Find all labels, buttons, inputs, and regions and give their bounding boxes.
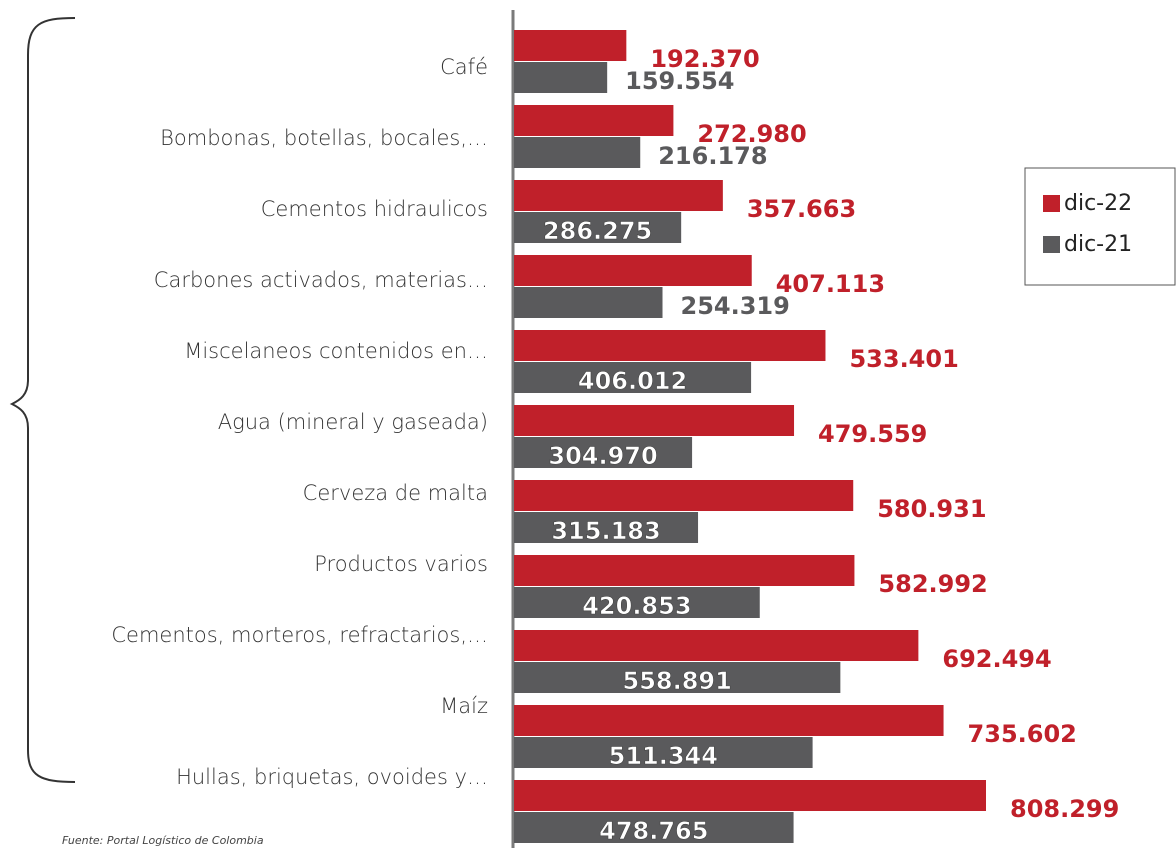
value-label: 159.554 xyxy=(625,67,734,95)
bar xyxy=(514,512,699,543)
bar xyxy=(514,480,854,511)
value-label: 478.765 xyxy=(599,817,708,845)
value-label: 479.559 xyxy=(818,420,927,448)
value-label: 357.663 xyxy=(747,195,856,223)
bar xyxy=(514,255,752,286)
bar xyxy=(514,105,674,136)
bar xyxy=(514,630,919,661)
category-label: Hullas, briquetas, ovoides y… xyxy=(176,765,488,789)
value-label: 286.275 xyxy=(543,217,652,245)
legend-label: dic-22 xyxy=(1064,191,1132,216)
value-label: 216.178 xyxy=(658,142,767,170)
brace xyxy=(9,17,76,783)
category-label: Bombonas, botellas, bocales,… xyxy=(160,126,488,150)
category-label: Agua (mineral y gaseada) xyxy=(218,410,488,434)
category-label: Carbones activados, materias… xyxy=(154,268,488,292)
value-label: 511.344 xyxy=(609,742,718,770)
bar xyxy=(514,62,608,93)
bar xyxy=(514,555,855,586)
category-label: Productos varios xyxy=(314,552,488,576)
bar xyxy=(514,287,663,318)
value-label: 692.494 xyxy=(942,645,1051,673)
source-note: Fuente: Portal Logístico de Colombia xyxy=(62,834,264,847)
bar xyxy=(514,330,826,361)
bar xyxy=(514,405,795,436)
bar xyxy=(514,212,682,243)
category-label: Cementos hidraulicos xyxy=(261,197,488,221)
bar xyxy=(514,437,693,468)
category-label: Café xyxy=(440,55,488,79)
category-label: Miscelaneos contenidos en… xyxy=(184,339,488,363)
value-label: 420.853 xyxy=(582,592,691,620)
bar xyxy=(514,30,627,61)
bar xyxy=(514,662,841,693)
legend-swatch xyxy=(1043,236,1060,253)
value-label: 582.992 xyxy=(878,570,987,598)
category-label: Cementos, morteros, refractarios,… xyxy=(111,623,488,647)
category-label: Cerveza de malta xyxy=(303,481,488,505)
value-label: 192.370 xyxy=(650,45,759,73)
value-label: 533.401 xyxy=(849,345,958,373)
value-label: 254.319 xyxy=(681,292,790,320)
value-label: 407.113 xyxy=(776,270,885,298)
bar xyxy=(514,812,794,843)
bar xyxy=(514,137,641,168)
category-label: Maíz xyxy=(440,694,488,718)
value-label: 580.931 xyxy=(877,495,986,523)
legend-box xyxy=(1024,167,1176,286)
value-label: 272.980 xyxy=(697,120,806,148)
legend-label: dic-21 xyxy=(1064,232,1132,257)
bar xyxy=(514,780,986,811)
value-label: 735.602 xyxy=(968,720,1077,748)
bar xyxy=(514,362,752,393)
value-label: 304.970 xyxy=(548,442,657,470)
bar xyxy=(514,587,760,618)
value-label: 406.012 xyxy=(578,367,687,395)
value-label: 315.183 xyxy=(551,517,660,545)
value-label: 558.891 xyxy=(623,667,732,695)
bar xyxy=(514,180,723,211)
bar xyxy=(514,737,813,768)
bar xyxy=(514,705,944,736)
legend-swatch xyxy=(1043,195,1060,212)
value-label: 808.299 xyxy=(1010,795,1119,823)
